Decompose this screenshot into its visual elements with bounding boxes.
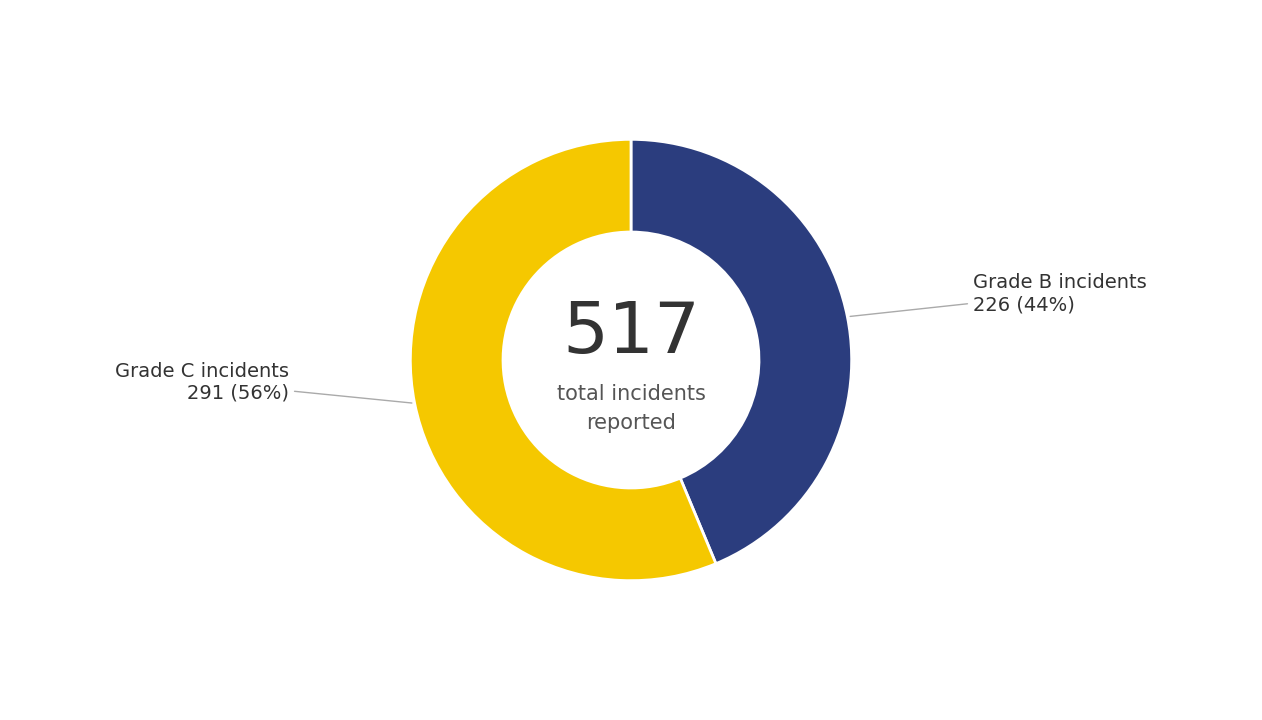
Text: Grade B incidents
226 (44%): Grade B incidents 226 (44%) xyxy=(851,274,1147,316)
Text: 517: 517 xyxy=(562,299,700,368)
Wedge shape xyxy=(410,140,716,580)
Text: Grade C incidents
291 (56%): Grade C incidents 291 (56%) xyxy=(115,361,411,403)
Text: total incidents
reported: total incidents reported xyxy=(557,384,705,433)
Wedge shape xyxy=(631,140,852,564)
